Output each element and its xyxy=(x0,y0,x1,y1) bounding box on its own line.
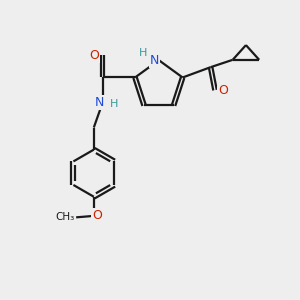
Text: H: H xyxy=(139,48,147,58)
Text: CH₃: CH₃ xyxy=(56,212,75,222)
Text: N: N xyxy=(150,54,159,67)
Text: O: O xyxy=(92,209,102,222)
Text: O: O xyxy=(89,49,99,62)
Text: O: O xyxy=(218,84,228,97)
Text: H: H xyxy=(110,99,118,109)
Text: N: N xyxy=(94,96,104,109)
